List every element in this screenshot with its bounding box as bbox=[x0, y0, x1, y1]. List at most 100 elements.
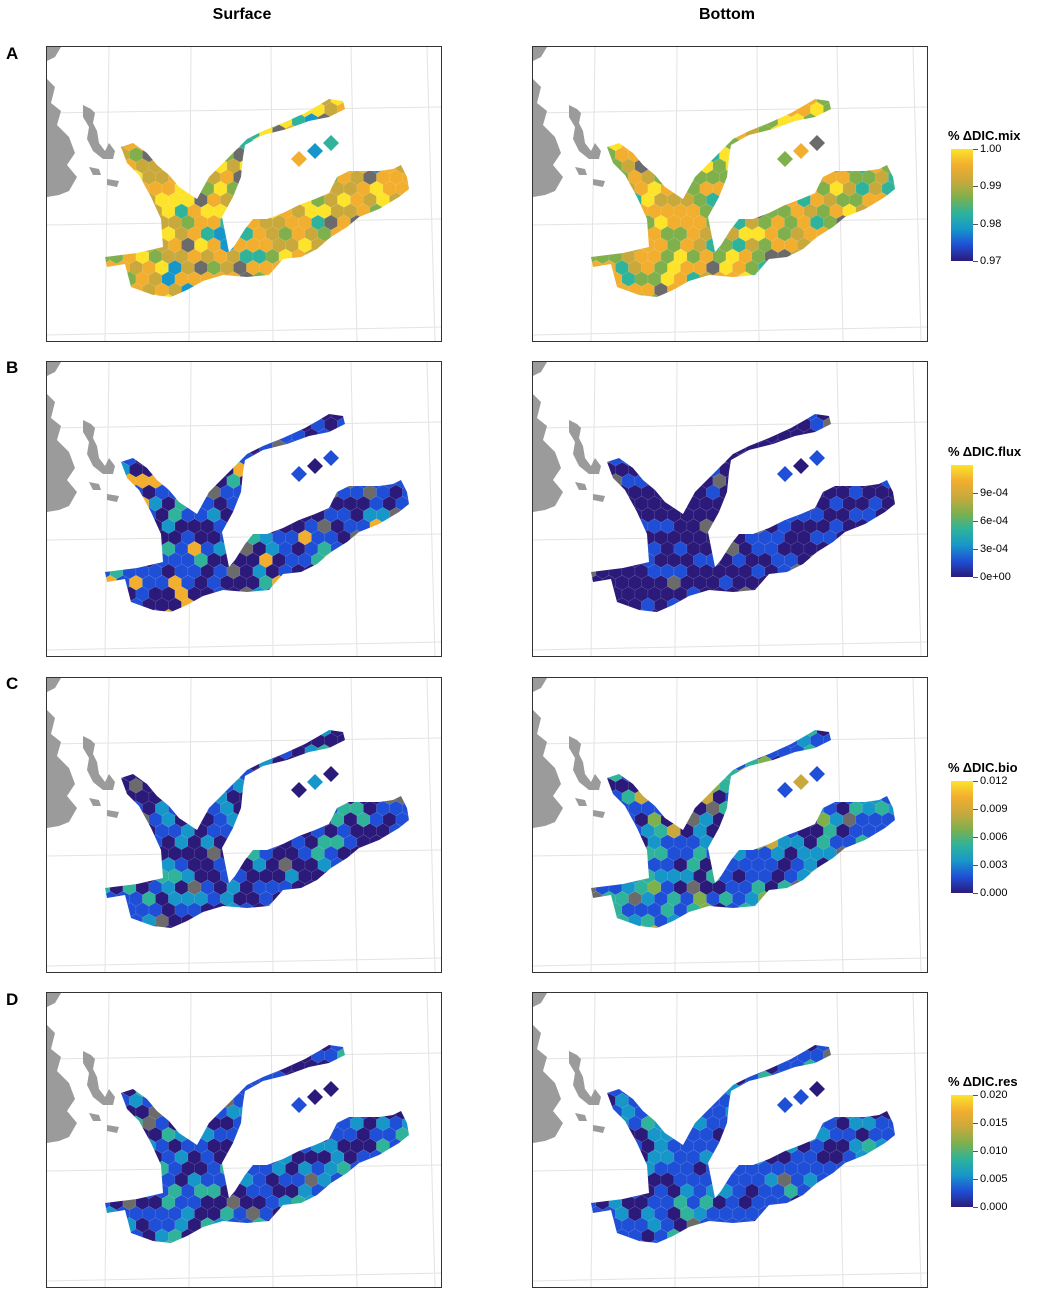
model-cell bbox=[105, 834, 111, 851]
model-cell bbox=[122, 608, 137, 612]
model-cell bbox=[213, 924, 228, 928]
model-cell bbox=[881, 586, 895, 602]
model-cell bbox=[135, 541, 150, 557]
model-cell bbox=[395, 1172, 409, 1188]
model-cell bbox=[207, 147, 221, 163]
model-cell bbox=[849, 868, 863, 884]
model-cell bbox=[109, 1149, 124, 1166]
island-cell bbox=[323, 766, 339, 782]
model-cell bbox=[862, 868, 876, 884]
model-cell bbox=[608, 541, 623, 557]
model-cell bbox=[732, 597, 746, 612]
model-cell bbox=[881, 99, 895, 107]
model-cell bbox=[168, 124, 182, 140]
island-cell bbox=[777, 782, 793, 798]
model-cell bbox=[415, 1138, 428, 1153]
model-cell bbox=[389, 124, 403, 140]
model-cell bbox=[758, 597, 772, 612]
model-cell bbox=[628, 845, 642, 862]
model-cell bbox=[628, 755, 642, 771]
model-cell bbox=[591, 439, 603, 455]
model-cell bbox=[116, 1025, 129, 1040]
model-cell bbox=[699, 113, 714, 129]
model-cell bbox=[764, 902, 779, 918]
model-cell bbox=[363, 778, 377, 794]
model-cell bbox=[324, 394, 337, 409]
model-cell bbox=[686, 1081, 701, 1098]
model-cell bbox=[823, 1183, 837, 1199]
model-cell bbox=[641, 147, 655, 163]
model-cell bbox=[382, 924, 397, 928]
model-cell bbox=[181, 79, 194, 94]
model-cell bbox=[174, 99, 189, 107]
model-cell bbox=[764, 135, 779, 152]
model-cell bbox=[699, 414, 714, 422]
model-cell bbox=[356, 586, 371, 602]
model-cell bbox=[395, 226, 409, 242]
model-cell bbox=[888, 214, 895, 231]
model-cell bbox=[777, 293, 792, 297]
model-cell bbox=[862, 237, 876, 253]
model-cell bbox=[402, 529, 409, 546]
model-cell bbox=[181, 1115, 195, 1132]
model-cell bbox=[654, 732, 668, 749]
model-cell bbox=[745, 800, 759, 817]
model-cell bbox=[226, 1149, 241, 1166]
model-cell bbox=[389, 1025, 402, 1040]
model-cell bbox=[337, 1183, 351, 1199]
model-cell bbox=[298, 260, 312, 276]
model-cell bbox=[265, 473, 280, 489]
model-cell bbox=[576, 846, 589, 861]
model-cell bbox=[415, 1048, 428, 1063]
model-cell bbox=[116, 710, 129, 725]
island-cell bbox=[307, 1089, 323, 1105]
model-cell bbox=[591, 507, 603, 523]
model-cell bbox=[109, 158, 124, 174]
model-cell bbox=[875, 597, 889, 612]
model-cell bbox=[797, 1115, 811, 1132]
model-cell bbox=[350, 778, 364, 794]
model-cell bbox=[246, 394, 259, 409]
model-cell bbox=[239, 834, 254, 851]
model-cell bbox=[608, 203, 623, 220]
model-cell bbox=[803, 271, 818, 287]
model-cell bbox=[200, 414, 215, 422]
model-cell bbox=[278, 730, 293, 738]
model-cell bbox=[888, 1206, 895, 1222]
model-cell bbox=[654, 79, 667, 94]
model-cell bbox=[764, 1217, 779, 1233]
model-cell bbox=[109, 428, 124, 444]
model-cell bbox=[389, 462, 403, 478]
model-cell bbox=[719, 755, 733, 771]
model-cell bbox=[395, 766, 409, 783]
model-cell bbox=[901, 1071, 914, 1086]
model-cell bbox=[311, 484, 325, 501]
model-cell bbox=[888, 732, 895, 749]
model-cell bbox=[602, 416, 616, 433]
model-cell bbox=[816, 902, 831, 918]
model-cell bbox=[324, 597, 338, 612]
model-cell bbox=[168, 732, 182, 749]
model-cell bbox=[220, 732, 234, 749]
model-cell bbox=[777, 495, 792, 512]
model-cell bbox=[109, 857, 124, 873]
model-cell bbox=[777, 1081, 792, 1098]
legend-tick bbox=[973, 837, 978, 838]
model-cell bbox=[615, 237, 629, 253]
model-cell bbox=[200, 99, 215, 107]
model-cell bbox=[790, 1045, 805, 1053]
model-cell bbox=[304, 586, 319, 602]
model-cell bbox=[343, 1239, 358, 1243]
model-cell bbox=[706, 732, 720, 749]
model-cell bbox=[901, 1229, 914, 1244]
model-cell bbox=[187, 1239, 202, 1243]
model-cell bbox=[291, 730, 306, 738]
model-cell bbox=[816, 293, 831, 297]
model-cell bbox=[712, 203, 727, 220]
model-cell bbox=[259, 823, 273, 839]
model-cell bbox=[901, 846, 914, 861]
model-cell bbox=[751, 473, 766, 489]
model-cell bbox=[719, 439, 733, 455]
model-cell bbox=[894, 248, 895, 265]
model-cell bbox=[849, 891, 863, 907]
